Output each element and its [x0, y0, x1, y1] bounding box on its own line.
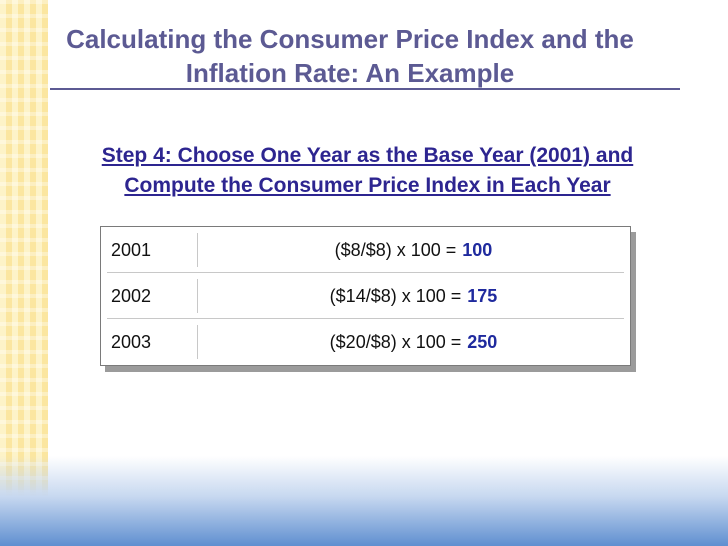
year-cell: 2002 [111, 286, 152, 306]
formula-text: ($14/$8) x 100 = [329, 286, 462, 306]
slide-subtitle: Step 4: Choose One Year as the Base Year… [55, 141, 680, 201]
slide-title-line-1: Calculating the Consumer Price Index and… [66, 24, 634, 54]
row-divider [107, 272, 624, 273]
row-divider [107, 318, 624, 319]
decorative-bottom-band [0, 456, 728, 546]
slide-subtitle-line-1: Step 4: Choose One Year as the Base Year… [101, 144, 634, 167]
formula-text: ($20/$8) x 100 = [329, 332, 462, 352]
column-divider [197, 325, 198, 359]
table-row: 2003 ($20/$8) x 100 = 250 [101, 319, 630, 365]
formula-text: ($8/$8) x 100 = [334, 240, 457, 260]
title-divider [50, 88, 680, 90]
table-row: 2001 ($8/$8) x 100 = 100 [101, 227, 630, 273]
slide-title-line-2: Inflation Rate: An Example [185, 58, 515, 88]
formula-cell: ($20/$8) x 100 = 250 [197, 319, 630, 365]
table-row: 2002 ($14/$8) x 100 = 175 [101, 273, 630, 319]
slide-title: Calculating the Consumer Price Index and… [30, 22, 670, 90]
column-divider [197, 279, 198, 313]
column-divider [197, 233, 198, 267]
decorative-left-stripes [0, 0, 48, 546]
formula-cell: ($14/$8) x 100 = 175 [197, 273, 630, 319]
cpi-result: 175 [467, 286, 498, 306]
cpi-table: 2001 ($8/$8) x 100 = 100 2002 ($14/$8) x … [100, 226, 631, 366]
formula-cell: ($8/$8) x 100 = 100 [197, 227, 630, 273]
slide-subtitle-line-2: Compute the Consumer Price Index in Each… [124, 174, 611, 197]
cpi-result: 100 [462, 240, 493, 260]
cpi-result: 250 [467, 332, 498, 352]
year-cell: 2003 [111, 332, 152, 352]
year-cell: 2001 [111, 240, 152, 260]
